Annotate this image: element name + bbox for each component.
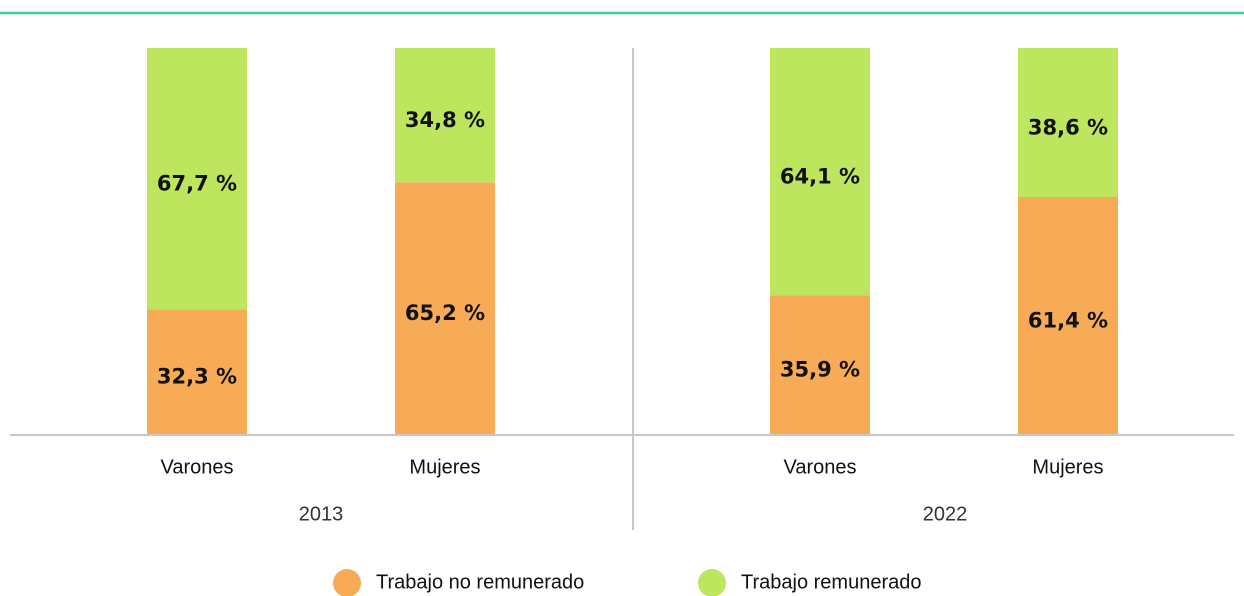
value-label: 67,7 % bbox=[157, 172, 237, 196]
bar-segment bbox=[770, 295, 870, 434]
value-label: 35,9 % bbox=[780, 358, 860, 382]
value-label: 64,1 % bbox=[780, 165, 860, 189]
x-tick-label: Varones bbox=[160, 456, 233, 478]
group-label: 2022 bbox=[923, 503, 968, 525]
value-label: 32,3 % bbox=[157, 365, 237, 389]
bar-segment bbox=[395, 48, 495, 183]
legend-label: Trabajo no remunerado bbox=[376, 571, 584, 593]
value-label: 61,4 % bbox=[1028, 308, 1108, 332]
legend-swatch bbox=[698, 569, 726, 596]
x-tick-label: Varones bbox=[783, 456, 856, 478]
value-label: 34,8 % bbox=[405, 108, 485, 132]
value-label: 38,6 % bbox=[1028, 115, 1108, 139]
bar-segment bbox=[1018, 196, 1118, 434]
group-label: 2013 bbox=[299, 503, 344, 525]
bar-segment bbox=[1018, 48, 1118, 197]
bar-segment bbox=[147, 48, 247, 310]
bar-segment bbox=[770, 48, 870, 296]
bar-segment bbox=[147, 309, 247, 434]
bar-segment bbox=[395, 182, 495, 434]
value-label: 65,2 % bbox=[405, 301, 485, 325]
legend-label: Trabajo remunerado bbox=[741, 571, 921, 593]
x-tick-label: Mujeres bbox=[1032, 456, 1103, 478]
legend-swatch bbox=[333, 569, 361, 596]
x-tick-label: Mujeres bbox=[409, 456, 480, 478]
